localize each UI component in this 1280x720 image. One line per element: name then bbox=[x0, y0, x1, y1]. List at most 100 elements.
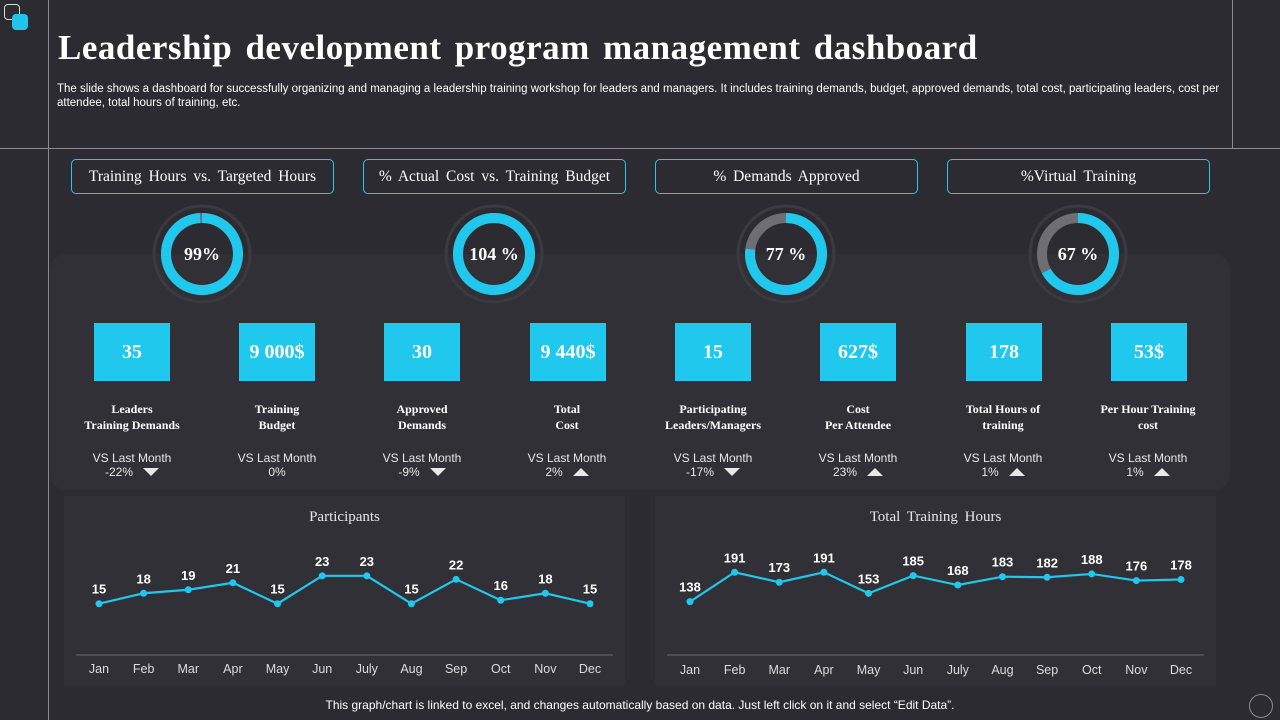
x-tick-label: July bbox=[947, 663, 970, 677]
data-label: 178 bbox=[1170, 557, 1192, 572]
x-tick-label: May bbox=[266, 662, 290, 676]
metric-value-per-hour-cost: 53$ bbox=[1111, 323, 1187, 381]
gauge-training-hours: 99% bbox=[152, 204, 252, 304]
data-point bbox=[954, 581, 962, 589]
gauge-outer-ring bbox=[736, 204, 836, 304]
metric-label: Cost Per Attendee bbox=[824, 402, 892, 432]
kpi-header-demands-approved: % Demands Approved bbox=[655, 159, 918, 194]
x-tick-label: Sep bbox=[1036, 663, 1058, 677]
data-point bbox=[318, 572, 326, 580]
vs-label: VS Last Month bbox=[527, 451, 607, 465]
x-tick-label: Mar bbox=[769, 663, 791, 677]
trend-arrow-icon bbox=[429, 468, 446, 476]
data-point bbox=[1132, 577, 1140, 585]
gauge-actual-cost: 104 % bbox=[444, 204, 544, 304]
data-point bbox=[452, 575, 460, 583]
data-label: 138 bbox=[679, 580, 701, 595]
x-tick-label: Apr bbox=[814, 663, 833, 677]
data-point bbox=[865, 589, 873, 597]
x-tick-label: Jun bbox=[903, 663, 923, 677]
data-label: 15 bbox=[92, 582, 106, 597]
trend-arrow-icon bbox=[1153, 468, 1170, 476]
vs-last-month-block: VS Last Month 1% bbox=[933, 451, 1073, 479]
metric-value-approved-demands: 30 bbox=[384, 323, 460, 381]
data-point bbox=[686, 598, 694, 606]
kpi-header-training-hours: Training Hours vs. Targeted Hours bbox=[71, 159, 334, 194]
x-tick-label: Nov bbox=[534, 662, 557, 676]
data-label: 15 bbox=[583, 582, 597, 597]
gauge-value: 104 % bbox=[469, 243, 519, 264]
x-tick-label: Dec bbox=[1170, 663, 1192, 677]
data-point bbox=[820, 568, 828, 576]
data-label: 191 bbox=[724, 550, 746, 565]
slide-logo-icon bbox=[4, 4, 30, 30]
data-label: 23 bbox=[315, 554, 329, 569]
vs-change: 23% bbox=[832, 465, 858, 479]
vs-label: VS Last Month bbox=[92, 451, 172, 465]
data-label: 182 bbox=[1036, 555, 1058, 570]
x-tick-label: Mar bbox=[178, 662, 200, 676]
data-label: 16 bbox=[493, 578, 507, 593]
metric-label: Approved Demands bbox=[396, 402, 448, 432]
gauge-outer-ring bbox=[1028, 204, 1128, 304]
vs-last-month-block: VS Last Month -17% bbox=[643, 451, 783, 479]
metric-label: Participating Leaders/Managers bbox=[665, 402, 761, 432]
frame-line-left bbox=[48, 0, 49, 720]
page-subtitle: The slide shows a dashboard for successf… bbox=[57, 83, 1220, 109]
gauge-arc bbox=[1037, 213, 1119, 295]
data-label: 15 bbox=[270, 582, 284, 597]
data-point bbox=[586, 600, 594, 608]
gauge-outer-ring bbox=[444, 204, 544, 304]
trend-arrow-icon bbox=[1008, 468, 1025, 476]
slide-corner-circle-icon bbox=[1249, 694, 1273, 718]
frame-line-header bbox=[0, 148, 1280, 149]
metric-label: Leaders Training Demands bbox=[84, 402, 180, 432]
x-tick-label: Jan bbox=[89, 662, 109, 676]
vs-last-month-block: VS Last Month 0% bbox=[207, 451, 347, 479]
metric-value-total-hours: 178 bbox=[966, 323, 1042, 381]
trend-arrow-icon bbox=[143, 468, 159, 476]
data-label: 185 bbox=[902, 554, 924, 569]
data-label: 168 bbox=[947, 563, 969, 578]
metric-label: Total Cost bbox=[553, 402, 581, 432]
vs-label: VS Last Month bbox=[963, 451, 1043, 465]
vs-last-month-block: VS Last Month 2% bbox=[497, 451, 637, 479]
data-label: 23 bbox=[360, 554, 374, 569]
gauge-outer-ring bbox=[152, 204, 252, 304]
vs-change: 2% bbox=[545, 465, 563, 479]
training-hours-line-chart: 138 191 173 191 153 185 168 183 182 188 176 178 Jan F… bbox=[667, 550, 1204, 677]
kpi-header-virtual-training: %Virtual Training bbox=[947, 159, 1210, 194]
page-title: Leadership development program managemen… bbox=[58, 28, 978, 67]
data-point bbox=[497, 596, 505, 604]
x-tick-label: Feb bbox=[724, 663, 746, 677]
metric-label: Per Hour Training cost bbox=[1100, 402, 1196, 432]
data-point bbox=[274, 600, 282, 608]
gauge-value: 67 % bbox=[1057, 243, 1099, 264]
training-hours-chart-panel bbox=[655, 496, 1216, 686]
data-point bbox=[229, 579, 237, 587]
data-point bbox=[1177, 575, 1185, 583]
trend-arrow-icon bbox=[572, 468, 589, 476]
data-label: 153 bbox=[858, 571, 880, 586]
data-label: 173 bbox=[768, 560, 790, 575]
data-point bbox=[909, 572, 917, 580]
data-point bbox=[140, 589, 148, 597]
participants-line-chart: 15 18 19 21 15 23 23 15 22 16 18 15 Jan Feb Mar Apr May J… bbox=[76, 554, 613, 676]
training-hours-chart-title: Total Training Hours bbox=[869, 509, 1002, 525]
x-tick-label: July bbox=[356, 662, 379, 676]
data-point bbox=[1043, 573, 1051, 581]
metric-value-cost-per-attendee: 627$ bbox=[820, 323, 896, 381]
gauge-value: 77 % bbox=[765, 243, 807, 264]
kpi-header-actual-cost: % Actual Cost vs. Training Budget bbox=[363, 159, 626, 194]
gauge-value: 99% bbox=[184, 243, 220, 264]
vs-change: -17% bbox=[685, 465, 714, 479]
metric-value-training-budget: 9 000$ bbox=[239, 323, 315, 381]
data-point bbox=[407, 600, 415, 608]
data-point bbox=[95, 600, 103, 608]
data-label: 176 bbox=[1126, 559, 1148, 574]
x-tick-label: Aug bbox=[400, 662, 422, 676]
gauge-arc bbox=[161, 213, 243, 295]
x-tick-label: Dec bbox=[579, 662, 601, 676]
participants-chart-panel bbox=[64, 496, 625, 686]
data-point bbox=[363, 572, 371, 580]
